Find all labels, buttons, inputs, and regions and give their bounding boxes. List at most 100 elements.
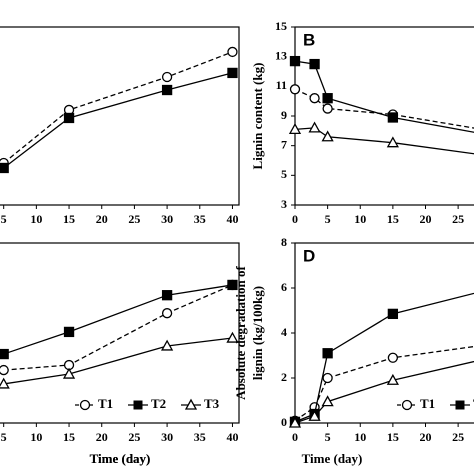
- marker-triangle: [321, 395, 334, 407]
- series-line: [294, 292, 474, 423]
- y-tick-label: 2: [281, 370, 287, 384]
- x-tick-label: 20: [96, 212, 108, 226]
- series-line: [3, 284, 233, 355]
- legend-marker: [401, 399, 413, 411]
- x-tick-label: 25: [128, 430, 140, 444]
- plot-frame: [294, 26, 474, 206]
- marker-square: [227, 279, 238, 291]
- marker-triangle: [288, 123, 302, 135]
- marker-square: [387, 308, 399, 320]
- x-tick-label: 30: [161, 212, 173, 226]
- y-tick-label: 3: [281, 197, 287, 211]
- x-tick-label: 15: [387, 212, 399, 226]
- marker-square: [289, 55, 301, 67]
- x-tick-label: 20: [420, 212, 432, 226]
- x-axis-label: Time (day): [90, 451, 151, 466]
- y-tick-label: 11: [276, 78, 287, 92]
- series-line: [294, 127, 474, 155]
- x-tick-label: 0: [292, 430, 298, 444]
- x-tick-label: 5: [325, 430, 331, 444]
- series-line: [3, 72, 233, 169]
- series-line: [3, 51, 233, 164]
- x-tick-label: 20: [96, 430, 108, 444]
- y-axis-label: Absolute degradation of: [233, 266, 248, 400]
- plot-frame: [0, 26, 240, 206]
- marker-triangle: [386, 373, 399, 385]
- plot-frame: [0, 242, 240, 424]
- x-tick-label: 15: [387, 430, 399, 444]
- y-tick-label: 8: [281, 235, 287, 249]
- marker-triangle: [0, 377, 10, 389]
- y-tick-label: 7: [281, 137, 287, 151]
- series-line: [3, 337, 233, 385]
- marker-triangle: [308, 121, 321, 133]
- x-tick-label: 5: [1, 430, 7, 444]
- x-tick-label: 35: [194, 430, 206, 444]
- marker-triangle: [386, 136, 399, 148]
- marker-square: [0, 348, 9, 360]
- x-tick-label: 15: [63, 430, 75, 444]
- series-line: [3, 284, 233, 371]
- x-tick-label: 40: [226, 430, 238, 444]
- legend-marker: [184, 398, 198, 410]
- legend-label: T1: [420, 396, 435, 411]
- marker-square: [309, 58, 320, 70]
- series-line: [294, 88, 474, 129]
- marker-square: [322, 348, 333, 359]
- x-tick-label: 10: [354, 212, 366, 226]
- x-tick-label: 25: [452, 430, 464, 444]
- y-axis-label: Lignin content (kg): [250, 63, 265, 170]
- x-tick-label: 10: [30, 430, 42, 444]
- legend-label: T3: [204, 396, 220, 411]
- marker-triangle: [160, 339, 174, 351]
- x-tick-label: 30: [161, 430, 173, 444]
- panel-label: B: [303, 30, 315, 49]
- x-tick-label: 5: [325, 212, 331, 226]
- marker-square: [63, 112, 75, 124]
- x-tick-label: 10: [354, 430, 366, 444]
- x-tick-label: 10: [30, 212, 42, 226]
- y-tick-label: 4: [281, 325, 287, 339]
- x-axis-label: Time (day): [90, 451, 151, 466]
- series-line: [294, 60, 474, 133]
- x-tick-label: 40: [226, 212, 238, 226]
- x-tick-label: 35: [194, 212, 206, 226]
- marker-square: [63, 326, 75, 338]
- marker-circle: [161, 71, 173, 83]
- x-axis-label: Time (day): [302, 451, 363, 466]
- marker-circle: [227, 46, 238, 58]
- marker-circle: [161, 308, 173, 319]
- marker-square: [387, 112, 399, 123]
- y-tick-label: 0: [281, 415, 287, 429]
- marker-square: [227, 67, 238, 79]
- x-tick-label: 25: [452, 212, 464, 226]
- x-tick-label: 15: [63, 212, 75, 226]
- marker-circle: [387, 352, 399, 363]
- y-tick-label: 6: [281, 280, 287, 294]
- marker-circle: [0, 364, 9, 376]
- y-axis-label: lignin (kg/100kg): [250, 286, 265, 380]
- y-tick-label: 5: [281, 167, 287, 181]
- legend-label: T1: [98, 396, 113, 411]
- x-tick-label: 5: [1, 212, 7, 226]
- y-tick-label: 13: [275, 48, 287, 62]
- marker-circle: [322, 103, 333, 114]
- y-tick-label: 15: [275, 19, 287, 33]
- marker-triangle: [62, 367, 76, 379]
- marker-triangle: [308, 409, 321, 421]
- legend-marker: [455, 400, 465, 410]
- marker-square: [322, 93, 333, 104]
- legend-marker: [133, 400, 143, 410]
- marker-square: [161, 84, 173, 96]
- marker-triangle: [288, 416, 302, 428]
- plot-frame: [294, 242, 474, 424]
- legend-marker: [79, 399, 91, 411]
- x-tick-label: 0: [292, 212, 298, 226]
- marker-circle: [322, 372, 333, 384]
- marker-triangle: [321, 130, 334, 142]
- marker-circle: [289, 84, 301, 95]
- marker-square: [0, 162, 9, 174]
- legend-label: T2: [151, 396, 166, 411]
- x-tick-label: 25: [128, 212, 140, 226]
